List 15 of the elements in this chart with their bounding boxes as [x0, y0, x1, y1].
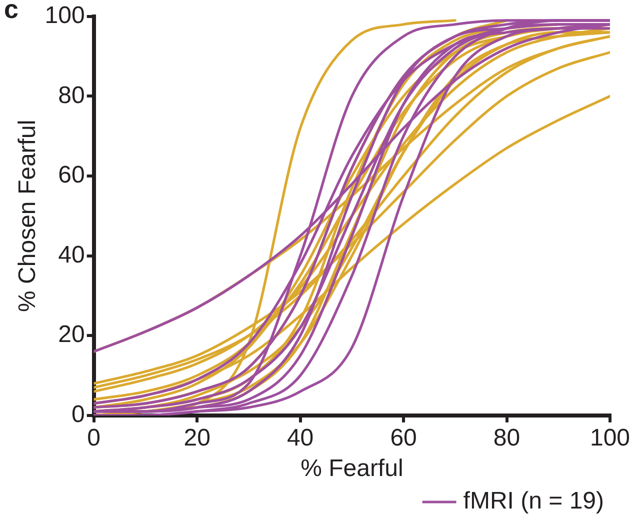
text: c: [4, 0, 18, 25]
y-tick-label: 40: [58, 241, 85, 268]
y-tick-label: 60: [58, 162, 85, 189]
y-tick-label: 80: [58, 82, 85, 109]
x-tick-label: 60: [390, 424, 417, 452]
y-axis-title: % Chosen Fearful: [14, 120, 42, 312]
y-tick-label: 100: [44, 2, 85, 30]
x-tick-label: 20: [184, 424, 210, 452]
x-tick-label: 80: [493, 424, 520, 452]
y-tick-label: 0: [71, 401, 85, 428]
x-tick-label: 100: [590, 424, 630, 452]
x-axis-title: % Fearful: [300, 455, 404, 482]
legend-label: fMRI (n = 19): [463, 488, 604, 515]
y-tick-label: 20: [58, 321, 85, 348]
x-tick-label: 40: [286, 424, 314, 452]
